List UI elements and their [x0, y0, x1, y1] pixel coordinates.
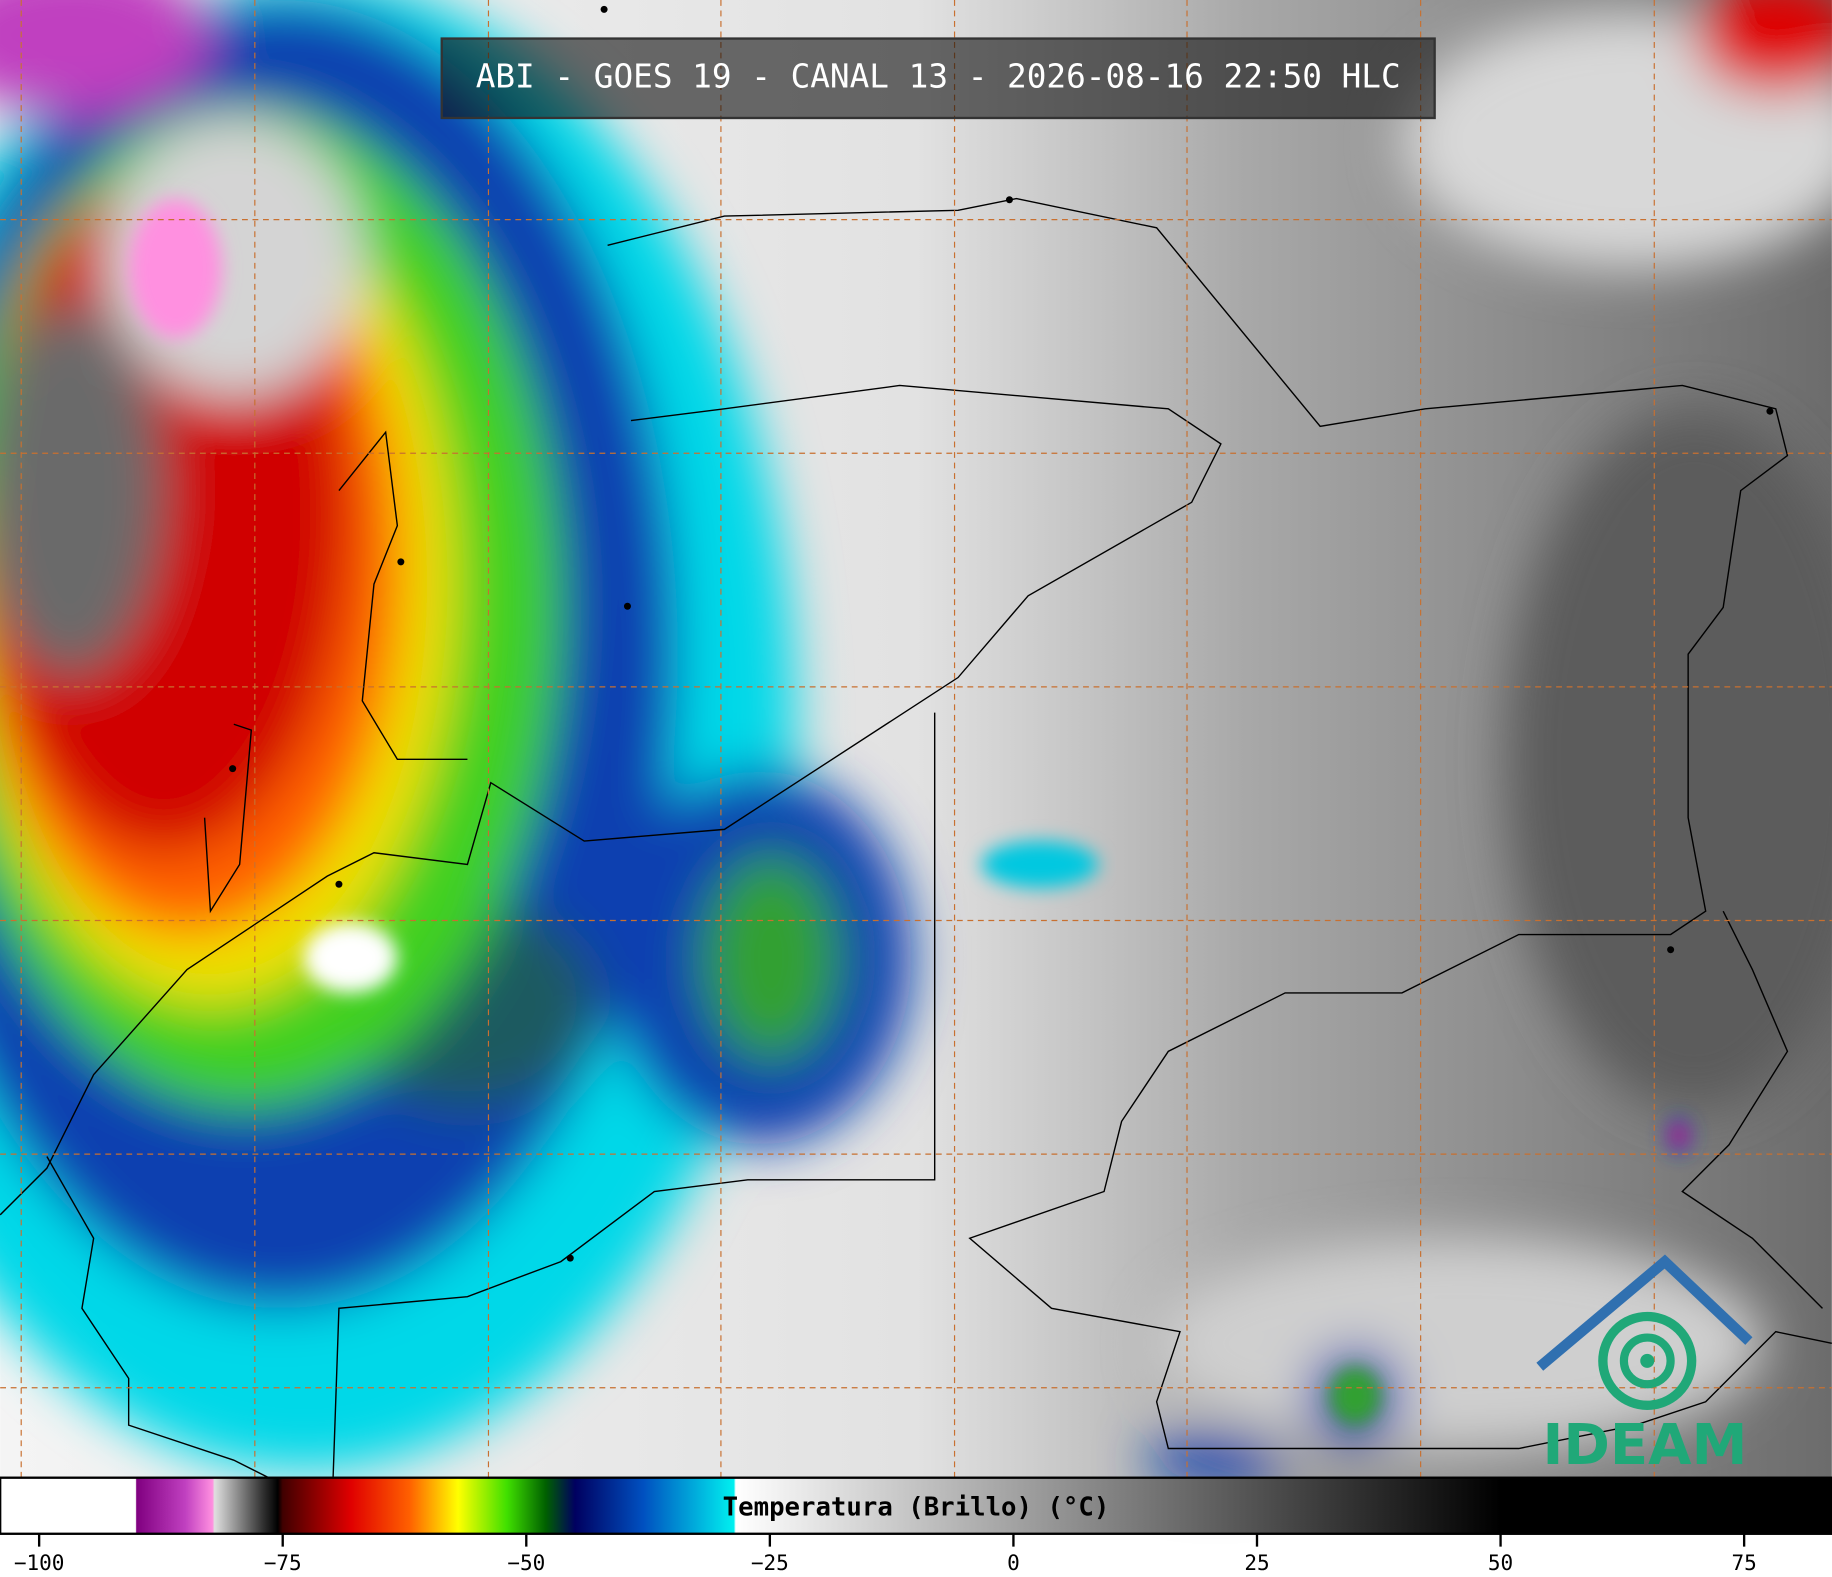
tick-label: 0	[1007, 1550, 1020, 1575]
title-box: ABI - GOES 19 - CANAL 13 - 2026-08-16 22…	[440, 37, 1436, 120]
logo-text: IDEAM	[1542, 1413, 1747, 1478]
border-line	[1681, 910, 1823, 1309]
colorbar-label: Temperatura (Brillo) (°C)	[723, 1493, 1110, 1523]
cities	[229, 5, 1774, 1262]
tick-label: 50	[1488, 1550, 1513, 1575]
logo: IDEAM	[1536, 1254, 1753, 1478]
border-line	[607, 197, 1832, 1450]
border-line	[203, 723, 253, 914]
tick-label: 25	[1244, 1550, 1269, 1575]
graticule	[0, 0, 1832, 1478]
colorbar: Temperatura (Brillo) (°C) −100 −75 −50 −25 0…	[0, 1476, 1832, 1575]
border-line	[332, 712, 936, 1478]
title: ABI - GOES 19 - CANAL 13 - 2026-08-16 22…	[476, 57, 1401, 95]
colorbar-gradient	[0, 1476, 1832, 1535]
tick-label: −75	[264, 1550, 302, 1575]
border-line	[0, 384, 1222, 1216]
tick-label: 75	[1731, 1550, 1756, 1575]
tick-label: −100	[14, 1550, 65, 1575]
tick-label: −50	[507, 1550, 545, 1575]
borders	[0, 197, 1832, 1479]
imagery	[0, 0, 1832, 1484]
border-line	[46, 1156, 270, 1479]
tick-label: −25	[751, 1550, 789, 1575]
border-line	[338, 430, 468, 760]
